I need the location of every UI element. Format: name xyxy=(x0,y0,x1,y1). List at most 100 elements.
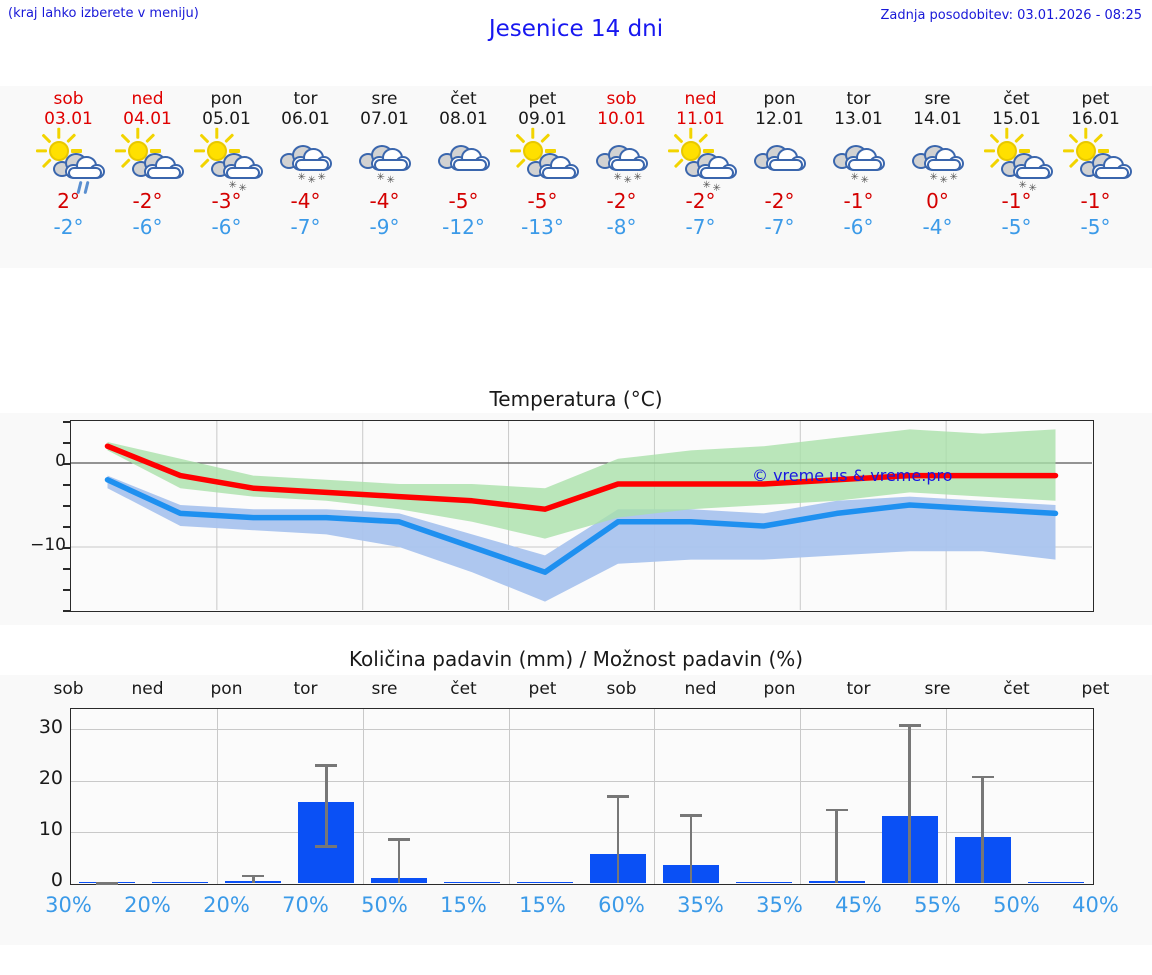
precipitation-vgrid xyxy=(654,709,656,884)
precipitation-day-label: čet xyxy=(450,679,477,699)
forecast-temp-max: -4° xyxy=(369,189,400,213)
forecast-day-column[interactable]: sre 14.01 ✳ ✳ ✳ 0° -4° xyxy=(898,86,977,268)
forecast-weather-icon-wrap: ✳ ✳ xyxy=(187,127,266,194)
forecast-day-column[interactable]: tor 13.01 ✳ ✳ -1° -6° xyxy=(819,86,898,268)
copyright-watermark: © vreme.us & vreme.pro xyxy=(752,466,953,485)
forecast-day-date: 15.01 xyxy=(992,109,1041,129)
precipitation-y-tick-label: 30 xyxy=(38,715,63,738)
forecast-temp-max: -1° xyxy=(1001,189,1032,213)
sun-cloud-snow2-icon: ✳ ✳ xyxy=(667,127,737,194)
precipitation-vgrid xyxy=(800,709,802,884)
precipitation-bar[interactable] xyxy=(1027,881,1084,883)
forecast-day-column[interactable]: tor 06.01 ✳ ✳ ✳ -4° -7° xyxy=(266,86,345,268)
location-menu-note[interactable]: (kraj lahko izberete v meniju) xyxy=(8,6,199,21)
precipitation-error-cap xyxy=(679,814,702,818)
snowflake-icon: ✳ xyxy=(623,175,632,186)
temperature-y-minor-tick xyxy=(63,463,70,465)
forecast-weather-icon-wrap xyxy=(108,127,187,188)
forecast-day-date: 07.01 xyxy=(360,109,409,129)
forecast-day-date: 12.01 xyxy=(755,109,804,129)
forecast-temp-min: -7° xyxy=(685,215,716,239)
cloud-snow3-icon: ✳ ✳ ✳ xyxy=(592,133,652,186)
cloud-snow3-icon: ✳ ✳ ✳ xyxy=(276,133,336,186)
temperature-plot-area xyxy=(70,420,1094,612)
last-update-text: Zadnja posodobitev: 03.01.2026 - 08:25 xyxy=(880,8,1142,23)
temperature-max-band xyxy=(107,429,1056,539)
temperature-chart-panel: 0 −10 xyxy=(0,413,1152,625)
forecast-day-column[interactable]: pet 16.01 -1° -5° xyxy=(1056,86,1135,268)
forecast-day-name: tor xyxy=(846,89,871,109)
snowflake-icon: ✳ xyxy=(307,175,316,186)
precipitation-error-cap xyxy=(242,874,265,878)
temperature-y-tick-label: 0 xyxy=(55,451,66,472)
precipitation-bar[interactable] xyxy=(517,881,574,883)
forecast-day-date: 14.01 xyxy=(913,109,962,129)
precipitation-bar[interactable] xyxy=(735,881,792,883)
forecast-day-column[interactable]: čet 15.01 ✳ ✳ -1° -5° xyxy=(977,86,1056,268)
precipitation-bar[interactable] xyxy=(152,881,209,883)
forecast-temp-max: -2° xyxy=(132,189,163,213)
precipitation-probability: 35% xyxy=(677,893,724,917)
precipitation-y-tick-label: 0 xyxy=(50,869,63,892)
snowflake-icon: ✳ xyxy=(929,172,938,183)
precipitation-error-bar xyxy=(397,837,401,883)
precipitation-bar[interactable] xyxy=(444,881,501,883)
sun-cloud-rain-icon xyxy=(35,127,105,195)
forecast-day-name: ned xyxy=(131,89,164,109)
forecast-temp-min: -13° xyxy=(521,215,564,239)
forecast-weather-icon-wrap xyxy=(503,127,582,188)
forecast-weather-icon-wrap: ✳ ✳ xyxy=(345,130,424,188)
precipitation-day-label: ned xyxy=(131,679,164,699)
forecast-day-column[interactable]: ned 11.01 ✳ ✳ -2° -7° xyxy=(661,86,740,268)
precipitation-probability: 15% xyxy=(519,893,566,917)
temperature-y-minor-tick xyxy=(63,421,70,423)
precipitation-vgrid xyxy=(216,709,218,884)
forecast-temp-min: -6° xyxy=(132,215,163,239)
forecast-day-column[interactable]: pon 12.01 -2° -7° xyxy=(740,86,819,268)
precipitation-plot-area xyxy=(70,708,1094,885)
precipitation-day-label: čet xyxy=(1003,679,1030,699)
forecast-temp-min: -2° xyxy=(53,215,84,239)
precipitation-error-bar xyxy=(908,724,911,883)
forecast-day-name: čet xyxy=(1003,89,1030,109)
cloud-snow3-icon: ✳ ✳ ✳ xyxy=(908,133,968,186)
precipitation-probability: 30% xyxy=(45,893,92,917)
snowflake-icon: ✳ xyxy=(939,175,948,186)
forecast-weather-icon-wrap: ✳ ✳ ✳ xyxy=(582,130,661,188)
precipitation-day-label: ned xyxy=(684,679,717,699)
forecast-day-name: pet xyxy=(1081,89,1110,109)
forecast-day-name: ned xyxy=(684,89,717,109)
forecast-day-column[interactable]: pet 09.01 -5° -13° xyxy=(503,86,582,268)
precipitation-chart-panel: sob ned pon tor sre čet pet sob ned pon tor sre čet p… xyxy=(0,675,1152,945)
precipitation-error-cap xyxy=(898,724,921,727)
forecast-day-column[interactable]: ned 04.01 -2° -6° xyxy=(108,86,187,268)
temperature-max-line xyxy=(104,443,1059,512)
sun-cloud-icon xyxy=(114,127,184,185)
precipitation-probability: 50% xyxy=(361,893,408,917)
precipitation-day-label: tor xyxy=(846,679,871,699)
precipitation-y-tick-label: 10 xyxy=(38,818,63,841)
temperature-y-minor-tick xyxy=(63,610,70,612)
forecast-temp-min: -4° xyxy=(922,215,953,239)
forecast-day-column[interactable]: sob 03.01 2° -2° xyxy=(29,86,108,268)
forecast-weather-icon-wrap xyxy=(1056,127,1135,188)
sun-cloud-icon xyxy=(1062,127,1132,185)
snowflake-icon: ✳ xyxy=(238,183,247,194)
precipitation-day-label: pon xyxy=(210,679,243,699)
forecast-temp-min: -7° xyxy=(764,215,795,239)
precipitation-day-label: pon xyxy=(763,679,796,699)
precipitation-error-bar xyxy=(689,814,693,883)
precipitation-error-bar xyxy=(835,808,839,883)
forecast-day-column[interactable]: pon 05.01 ✳ ✳ -3° -6° xyxy=(187,86,266,268)
forecast-temp-min: -7° xyxy=(290,215,321,239)
forecast-weather-icon-wrap: ✳ ✳ ✳ xyxy=(898,130,977,188)
forecast-day-column[interactable]: sre 07.01 ✳ ✳ -4° -9° xyxy=(345,86,424,268)
forecast-day-column[interactable]: sob 10.01 ✳ ✳ ✳ -2° -8° xyxy=(582,86,661,268)
snowflake-icon: ✳ xyxy=(860,175,869,186)
precipitation-chart-title: Količina padavin (mm) / Možnost padavin … xyxy=(348,647,804,671)
temperature-y-tick-label: −10 xyxy=(30,535,66,556)
snowflake-icon: ✳ xyxy=(376,172,385,183)
forecast-day-column[interactable]: čet 08.01 -5° -12° xyxy=(424,86,503,268)
forecast-weather-icon-wrap xyxy=(740,130,819,188)
forecast-temp-min: -5° xyxy=(1080,215,1111,239)
